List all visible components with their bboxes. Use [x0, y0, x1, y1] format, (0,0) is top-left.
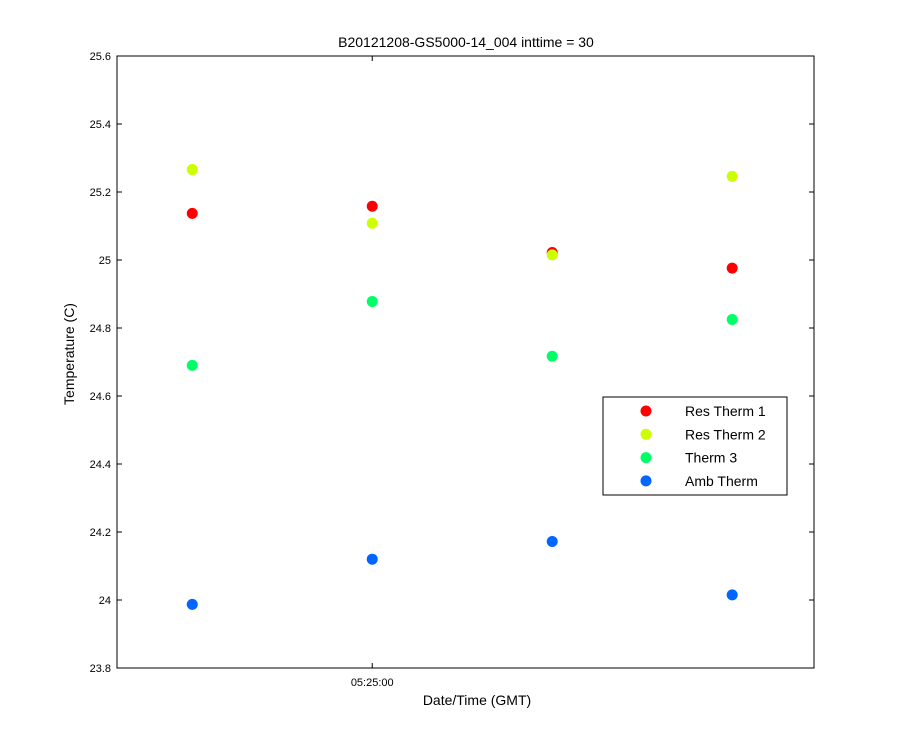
data-point-series-2	[366, 217, 378, 229]
x-axis-ticks: 05:25:00	[351, 56, 394, 689]
data-point-series-3	[366, 295, 378, 307]
y-tick-label: 24.4	[90, 459, 111, 471]
legend-marker	[640, 405, 652, 417]
legend-label: Amb Therm	[685, 473, 758, 489]
y-tick-label: 25.4	[90, 119, 111, 131]
y-tick-label: 24.6	[90, 391, 111, 403]
y-tick-label: 25.2	[90, 187, 111, 199]
legend-box	[602, 396, 788, 496]
y-tick-label: 24.8	[90, 323, 111, 335]
y-tick-label: 25.6	[90, 51, 111, 63]
data-points	[186, 164, 738, 610]
chart-title: B20121208-GS5000-14_004 inttime = 30	[338, 34, 594, 50]
y-tick-label: 25	[99, 255, 111, 267]
data-point-series-3	[186, 359, 198, 371]
x-axis-title: Date/Time (GMT)	[423, 692, 531, 708]
y-axis-ticks: 23.8 24 24.2 24.4 24.6 24.8 25 25.2 25.4 25.6	[90, 51, 814, 675]
data-point-series-2	[546, 249, 558, 261]
plot-area	[116, 55, 815, 669]
data-point-series-1	[366, 200, 378, 212]
data-point-series-2	[726, 170, 738, 182]
data-point-series-1	[186, 207, 198, 219]
legend: Res Therm 1 Res Therm 2 Therm 3 Amb Therm	[602, 396, 788, 496]
data-point-series-4	[366, 553, 378, 565]
legend-label: Therm 3	[685, 450, 737, 466]
y-tick-label: 24	[99, 595, 111, 607]
legend-label: Res Therm 2	[685, 426, 766, 442]
legend-marker	[640, 475, 652, 487]
data-point-series-4	[186, 598, 198, 610]
data-point-series-1	[726, 262, 738, 274]
legend-marker	[640, 452, 652, 464]
data-point-series-2	[186, 164, 198, 176]
data-point-series-3	[546, 350, 558, 362]
y-tick-label: 23.8	[90, 663, 111, 675]
data-point-series-4	[726, 589, 738, 601]
data-point-series-4	[546, 536, 558, 548]
legend-marker	[640, 428, 652, 440]
legend-label: Res Therm 1	[685, 403, 766, 419]
data-point-series-3	[726, 314, 738, 325]
y-tick-label: 24.2	[90, 527, 111, 539]
y-axis-title: Temperature (C)	[61, 303, 77, 405]
x-tick-label: 05:25:00	[351, 677, 394, 689]
